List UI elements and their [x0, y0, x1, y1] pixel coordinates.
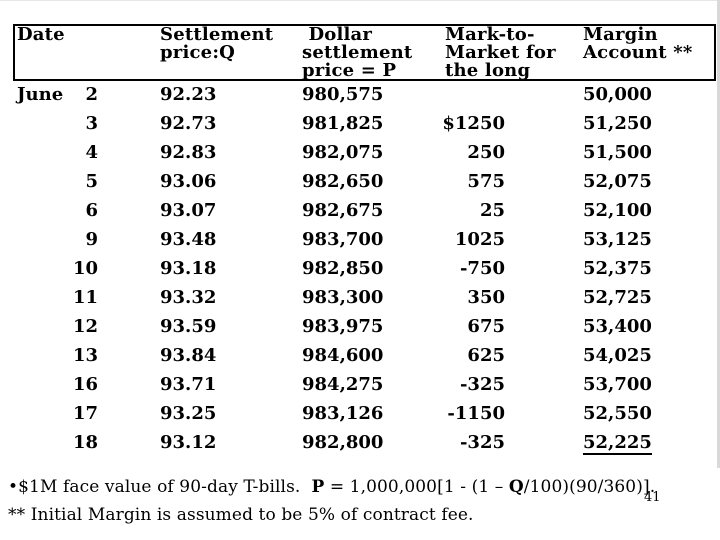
table-body: June 2 92.23 980,575 50,000 3 92.73 981,… — [0, 85, 720, 462]
footnote-1-text: •$1M face value of 90-day T-bills. — [8, 477, 312, 497]
date-day-cell: 10 — [72, 258, 98, 279]
margin-account-cell: 52,075 — [583, 171, 652, 192]
slide-right-edge — [717, 0, 720, 468]
table-row: 11 93.32 983,300 350 52,725 — [0, 288, 720, 317]
table-row: 18 93.12 982,800 -325 52,225 — [0, 433, 720, 462]
dollar-price-cell: 981,825 — [302, 113, 384, 134]
margin-account-cell: 52,550 — [583, 403, 652, 424]
date-day-cell: 11 — [72, 287, 98, 308]
footnote-1-formula-end: /100)(90/360)]. — [523, 477, 656, 497]
settlement-price-cell: 93.59 — [160, 316, 217, 337]
settlement-price-cell: 93.48 — [160, 229, 217, 250]
mark-to-market-cell: -1150 — [447, 403, 505, 424]
mark-to-market-cell: 250 — [467, 142, 505, 163]
settlement-price-cell: 92.73 — [160, 113, 217, 134]
settlement-price-cell: 92.23 — [160, 84, 217, 105]
table-row: 12 93.59 983,975 675 53,400 — [0, 317, 720, 346]
dollar-price-cell: 984,275 — [302, 374, 384, 395]
table-row: 6 93.07 982,675 25 52,100 — [0, 201, 720, 230]
settlement-price-cell: 93.18 — [160, 258, 217, 279]
date-day-cell: 3 — [85, 113, 98, 134]
margin-account-cell: 51,500 — [583, 142, 652, 163]
footnote-1-formula: = 1,000,000[1 - (1 – — [324, 477, 509, 497]
date-day-cell: 18 — [72, 432, 98, 453]
date-month-cell: June — [17, 84, 64, 105]
footnote-1-symbol-p: P — [311, 477, 325, 497]
settlement-price-cell: 93.71 — [160, 374, 217, 395]
dollar-price-cell: 982,675 — [302, 200, 384, 221]
mark-to-market-cell: 625 — [467, 345, 505, 366]
dollar-price-cell: 983,700 — [302, 229, 384, 250]
column-header-dollar-settlement: Dollar settlement price = P — [302, 24, 413, 81]
mark-to-market-cell: $1250 — [442, 113, 505, 134]
date-day-cell: 17 — [72, 403, 98, 424]
dollar-price-cell: 984,600 — [302, 345, 384, 366]
settlement-price-cell: 93.06 — [160, 171, 217, 192]
table-row: 3 92.73 981,825 $1250 51,250 — [0, 114, 720, 143]
page-number: 41 — [644, 490, 661, 505]
table-row: June 2 92.23 980,575 50,000 — [0, 85, 720, 114]
table-row: 16 93.71 984,275 -325 53,700 — [0, 375, 720, 404]
dollar-price-cell: 983,126 — [302, 403, 384, 424]
footnote-1-symbol-q: Q — [508, 477, 524, 497]
slide-top-edge — [0, 0, 720, 1]
mark-to-market-cell: -325 — [459, 374, 505, 395]
dollar-price-cell: 980,575 — [302, 84, 384, 105]
mark-to-market-cell: 25 — [479, 200, 505, 221]
settlement-price-cell: 93.25 — [160, 403, 217, 424]
table-row: 9 93.48 983,700 1025 53,125 — [0, 230, 720, 259]
margin-account-cell: 50,000 — [583, 84, 652, 105]
margin-account-cell: 52,725 — [583, 287, 652, 308]
margin-account-cell: 52,375 — [583, 258, 652, 279]
date-day-cell: 5 — [85, 171, 98, 192]
table-row: 13 93.84 984,600 625 54,025 — [0, 346, 720, 375]
margin-account-cell: 52,100 — [583, 200, 652, 221]
dollar-price-cell: 983,975 — [302, 316, 384, 337]
settlement-price-cell: 92.83 — [160, 142, 217, 163]
margin-account-cell: 54,025 — [583, 345, 652, 366]
date-day-cell: 2 — [85, 84, 98, 105]
column-header-settlement-price: Settlement price:Q — [160, 24, 274, 63]
date-day-cell: 12 — [72, 316, 98, 337]
margin-account-cell: 53,400 — [583, 316, 652, 337]
table-row: 5 93.06 982,650 575 52,075 — [0, 172, 720, 201]
margin-account-cell: 53,700 — [583, 374, 652, 395]
footnote-initial-margin: ** Initial Margin is assumed to be 5% of… — [8, 505, 474, 525]
table-row: 4 92.83 982,075 250 51,500 — [0, 143, 720, 172]
date-day-cell: 16 — [72, 374, 98, 395]
dollar-price-cell: 982,850 — [302, 258, 384, 279]
dollar-price-cell: 983,300 — [302, 287, 384, 308]
footnote-face-value: •$1M face value of 90-day T-bills. P = 1… — [8, 477, 655, 497]
date-day-cell: 13 — [72, 345, 98, 366]
mark-to-market-cell: 675 — [467, 316, 505, 337]
mark-to-market-cell: -750 — [459, 258, 505, 279]
date-day-cell: 6 — [85, 200, 98, 221]
column-header-margin-account: Margin Account ** — [583, 24, 693, 63]
table-header-box — [13, 24, 716, 81]
margin-account-cell-underlined: 52,225 — [583, 432, 652, 455]
margin-account-cell: 53,125 — [583, 229, 652, 250]
table-row: 17 93.25 983,126 -1150 52,550 — [0, 404, 720, 433]
mark-to-market-cell: 350 — [467, 287, 505, 308]
column-header-date: Date — [17, 24, 65, 45]
column-header-mark-to-market: Mark-to- Market for the long — [445, 24, 556, 81]
mark-to-market-cell: 1025 — [454, 229, 505, 250]
dollar-price-cell: 982,075 — [302, 142, 384, 163]
dollar-price-cell: 982,650 — [302, 171, 384, 192]
dollar-price-cell: 982,800 — [302, 432, 384, 453]
date-day-cell: 9 — [85, 229, 98, 250]
table-row: 10 93.18 982,850 -750 52,375 — [0, 259, 720, 288]
mark-to-market-cell: -325 — [459, 432, 505, 453]
mark-to-market-cell: 575 — [467, 171, 505, 192]
margin-account-cell: 51,250 — [583, 113, 652, 134]
settlement-price-cell: 93.32 — [160, 287, 217, 308]
date-day-cell: 4 — [85, 142, 98, 163]
settlement-price-cell: 93.07 — [160, 200, 217, 221]
settlement-price-cell: 93.12 — [160, 432, 217, 453]
settlement-price-cell: 93.84 — [160, 345, 217, 366]
